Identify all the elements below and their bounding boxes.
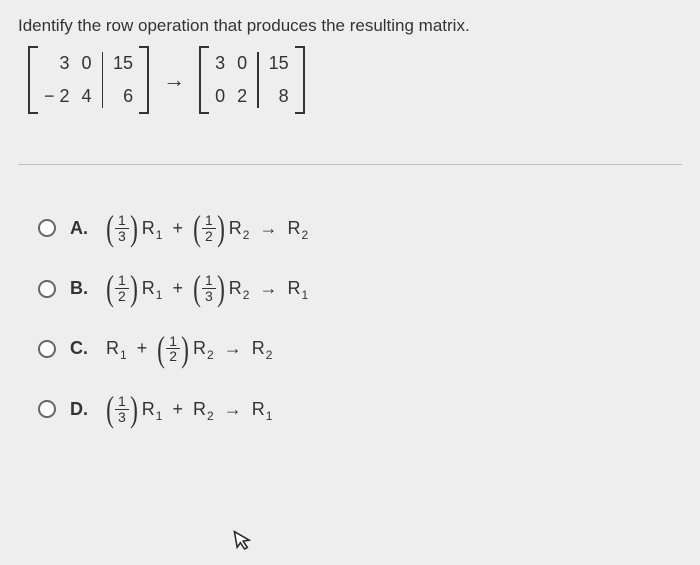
matrix-transformation: 3 0 − 2 4 15 6 → 3 0 0 2 15 8 xyxy=(0,42,700,134)
option-a[interactable]: A. (13) R1 + (12) R2 → R2 xyxy=(38,213,682,243)
expr-c: R1 + (12) R2 → R2 xyxy=(106,334,272,364)
answer-options: A. (13) R1 + (12) R2 → R2 B. (12) R1 + (… xyxy=(0,183,700,445)
cell: 15 xyxy=(269,53,289,74)
cell: 2 xyxy=(237,86,247,107)
cell: 3 xyxy=(44,53,70,74)
cell: 8 xyxy=(269,86,289,107)
radio-b[interactable] xyxy=(38,280,56,298)
cell: 0 xyxy=(82,53,92,74)
option-b[interactable]: B. (12) R1 + (13) R2 → R1 xyxy=(38,273,682,303)
option-d[interactable]: D. (13) R1 + R2 → R1 xyxy=(38,394,682,424)
cell: 0 xyxy=(215,86,225,107)
cell: 15 xyxy=(113,53,133,74)
option-c[interactable]: C. R1 + (12) R2 → R2 xyxy=(38,334,682,364)
transform-arrow: → xyxy=(163,67,185,93)
cursor-icon xyxy=(232,526,256,553)
matrix-from: 3 0 − 2 4 15 6 xyxy=(28,46,149,114)
label-b: B. xyxy=(70,278,92,299)
expr-a: (13) R1 + (12) R2 → R2 xyxy=(106,213,308,243)
cell: 6 xyxy=(113,86,133,107)
label-d: D. xyxy=(70,399,92,420)
expr-d: (13) R1 + R2 → R1 xyxy=(106,394,272,424)
radio-c[interactable] xyxy=(38,340,56,358)
cell: 4 xyxy=(82,86,92,107)
label-a: A. xyxy=(70,218,92,239)
cell: 3 xyxy=(215,53,225,74)
cell: − 2 xyxy=(44,86,70,107)
label-c: C. xyxy=(70,338,92,359)
cell: 0 xyxy=(237,53,247,74)
radio-a[interactable] xyxy=(38,219,56,237)
radio-d[interactable] xyxy=(38,400,56,418)
expr-b: (12) R1 + (13) R2 → R1 xyxy=(106,273,308,303)
question-prompt: Identify the row operation that produces… xyxy=(0,0,700,42)
matrix-to: 3 0 0 2 15 8 xyxy=(199,46,305,114)
divider xyxy=(18,164,682,165)
